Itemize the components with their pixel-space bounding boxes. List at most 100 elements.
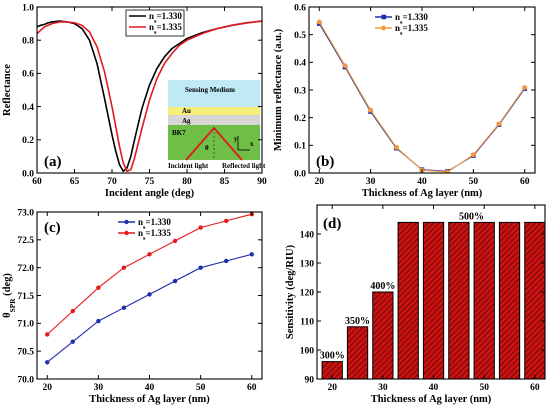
panel-b: 20 30 40 50 60 0.0 0.1 0.2 0.3 0.4 0.5 0.6 Thickness… — [273, 3, 536, 199]
point-1-50 — [198, 225, 203, 230]
annotation-300-pct: 300% — [320, 351, 345, 362]
x-tick-label: 70 — [107, 177, 117, 187]
plot-area — [45, 212, 254, 365]
y-tick-label: 140 — [300, 230, 315, 240]
plot-area — [316, 19, 528, 173]
legend-label-0-sub: s — [154, 18, 157, 25]
legend-marker-1 — [381, 25, 386, 31]
legend-label-0-rest: =1.330 — [145, 217, 171, 227]
point-1-20 — [45, 332, 50, 337]
inset-axis-y-label: y — [234, 135, 238, 143]
point-1-35 — [121, 265, 127, 270]
panel-label: (b) — [316, 154, 334, 170]
y-tick-label: 73.0 — [17, 208, 34, 218]
y-tick-label: 70.0 — [17, 375, 34, 385]
inset-incident-label: Incident light — [168, 162, 209, 170]
legend-label-0: ns=1.330 — [149, 11, 182, 25]
x-tick-label: 30 — [378, 383, 388, 393]
y-tick-label: 0.0 — [294, 169, 306, 179]
point-1-40 — [147, 252, 152, 257]
inset-reflected-label: Reflected light — [222, 162, 266, 170]
inset-ag-layer — [168, 115, 260, 125]
legend-label-0: ns=1.330 — [138, 217, 171, 231]
legend-label-1-sub: s — [143, 235, 146, 242]
inset-axis-x-label: x — [250, 140, 254, 148]
x-tick-label: 50 — [469, 177, 479, 187]
y-tick-label: 90 — [305, 375, 315, 385]
bar-40 — [422, 221, 445, 379]
y-tick-label: 0.2 — [22, 136, 34, 146]
series-line-1 — [318, 21, 526, 173]
legend-label-0-main: n — [149, 11, 154, 21]
series-line-0 — [46, 253, 252, 363]
bar-25 — [346, 326, 369, 379]
x-tick-label: 60 — [520, 177, 530, 187]
y-tick-label: 70.5 — [17, 347, 34, 357]
point-0-55 — [224, 258, 229, 264]
legend-label-0-main: n — [138, 217, 143, 227]
y-axis-label: Sensitivity (deg/RIU) — [285, 244, 296, 339]
point-0-50 — [198, 265, 203, 270]
annotation-400-pct: 400% — [370, 281, 395, 292]
panel-a: Sensing Medium Au Ag BK7 θ y x Incident light Re… — [2, 3, 267, 199]
x-axis-label: Thickness of Ag layer (nm) — [89, 394, 210, 405]
inset-ag-label: Ag — [182, 117, 191, 125]
y-tick-label: 0.0 — [22, 169, 34, 179]
y-axis-label-sub: SPR — [8, 298, 17, 313]
bar-20 — [321, 361, 343, 379]
y-tick-label: 71.0 — [17, 320, 34, 330]
bar-35 — [397, 221, 419, 379]
panel-d: 300% 350% 400% 500% 20 30 40 50 60 90 100 110 120 130… — [285, 204, 546, 405]
annotation-500-pct: 500% — [459, 211, 484, 222]
y-tick-label: 0.3 — [294, 86, 306, 96]
x-tick-label: 40 — [429, 383, 439, 393]
inset-sensing-label: Sensing Medium — [185, 86, 235, 94]
x-tick-label: 50 — [196, 383, 206, 393]
plot-area — [37, 20, 262, 173]
x-tick-label: 20 — [315, 177, 325, 187]
point-1-20 — [316, 19, 322, 25]
point-0-40 — [147, 292, 152, 297]
legend-marker-1 — [124, 230, 129, 236]
point-1-45 — [445, 169, 451, 173]
legend-label-0-rest: =1.330 — [156, 11, 182, 21]
legend-label-0-rest: =1.330 — [402, 12, 428, 22]
x-axis-label: Thickness of Ag layer (nm) — [362, 188, 483, 199]
bar-45 — [448, 221, 470, 379]
point-0-30 — [96, 318, 101, 324]
point-1-25 — [70, 308, 75, 314]
legend-label-1-sub: s — [400, 30, 403, 37]
legend-label-1: ns=1.335 — [138, 228, 171, 242]
inset-au-layer — [168, 107, 260, 115]
point-0-20 — [45, 360, 50, 365]
point-1-30 — [368, 107, 374, 113]
inset-theta-label: θ — [205, 144, 209, 152]
point-0-35 — [121, 305, 127, 310]
inset-sensing-layer — [168, 80, 260, 107]
y-tick-label: 130 — [300, 259, 315, 269]
panel-label: (a) — [44, 154, 62, 170]
y-tick-label: 72.5 — [17, 236, 34, 246]
legend-label-1-sub: s — [154, 29, 157, 36]
point-1-50 — [470, 152, 476, 158]
bar-30 — [372, 291, 394, 379]
x-tick-label: 20 — [42, 383, 52, 393]
x-axis-label: Thickness of Ag layer (nm) — [371, 394, 492, 405]
x-tick-label: 65 — [70, 177, 80, 187]
x-tick-label: 20 — [327, 383, 337, 393]
point-1-45 — [172, 238, 178, 244]
legend-label-1: ns=1.335 — [395, 23, 428, 37]
x-tick-label: 40 — [417, 177, 427, 187]
legend-label-0-sub: s — [143, 224, 146, 231]
bar-50 — [473, 221, 495, 379]
y-tick-label: 71.5 — [17, 292, 34, 302]
legend-marker-0 — [124, 219, 129, 225]
x-tick-label: 80 — [182, 177, 192, 187]
y-axis-label-rest: (deg) — [2, 273, 13, 299]
legend-box — [125, 9, 185, 37]
bar-55 — [498, 221, 521, 379]
inset-bk7-prism — [168, 125, 260, 160]
legend-label-1-rest: =1.335 — [402, 23, 428, 33]
y-tick-label: 0.8 — [22, 37, 34, 47]
